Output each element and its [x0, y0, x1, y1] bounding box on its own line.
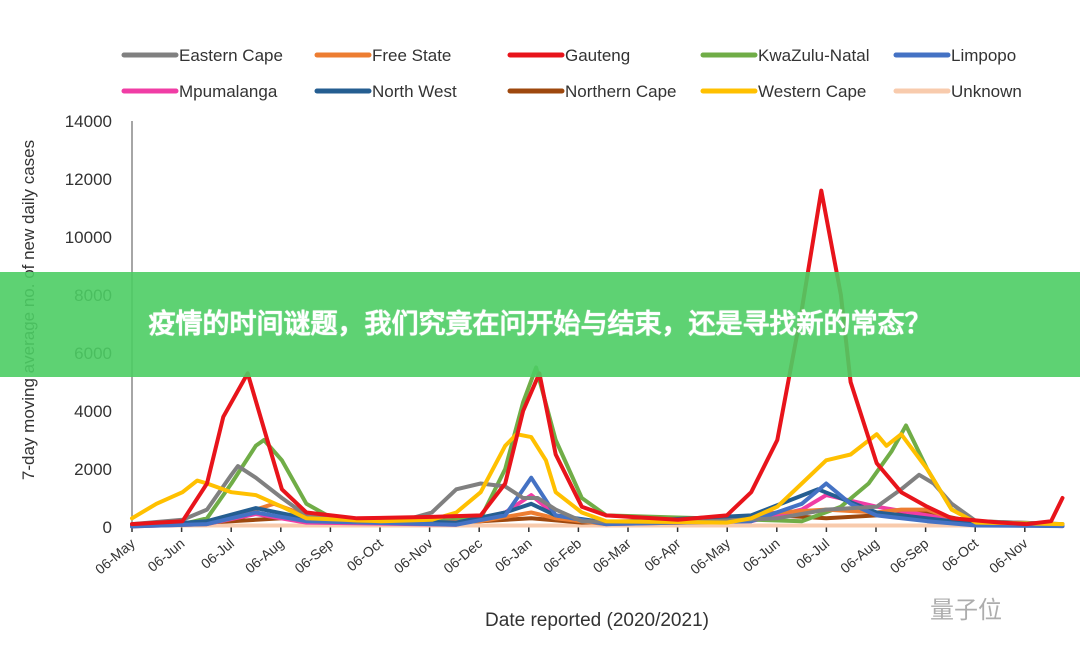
x-tick-label: 06-Aug: [837, 535, 882, 576]
y-tick-label: 2000: [74, 460, 112, 479]
x-tick-label: 06-Apr: [641, 535, 684, 574]
y-tick-label: 14000: [65, 112, 112, 131]
series-line-limpopo: [130, 475, 1065, 529]
series-line-kwazulu-natal: [130, 365, 1065, 528]
series-line-gauteng: [130, 188, 1065, 527]
x-tick-label: 06-Oct: [343, 535, 386, 574]
x-tick-label: 06-Mar: [590, 535, 635, 576]
x-tick-label: 06-May: [687, 535, 733, 577]
y-tick-label: 0: [103, 518, 112, 537]
x-tick-label: 06-Nov: [391, 535, 436, 576]
watermark-logo: 量子位: [930, 596, 1002, 624]
x-tick-label: 06-Sep: [291, 535, 336, 576]
x-tick-label: 06-Dec: [440, 535, 485, 576]
legend-label: Free State: [372, 46, 451, 65]
x-tick-label: 06-Aug: [242, 535, 287, 576]
x-tick-label: 06-Nov: [986, 535, 1031, 576]
legend-label: Western Cape: [758, 82, 866, 101]
x-tick-label: 06-Sep: [887, 535, 932, 576]
series-line-western-cape: [130, 432, 1065, 527]
series-line-eastern-cape: [130, 464, 1065, 527]
y-tick-label: 4000: [74, 402, 112, 421]
banner-title: 疫情的时间谜题，我们究竟在问开始与结束，还是寻找新的常态？: [148, 308, 932, 340]
x-tick-label: 06-Jul: [198, 535, 238, 572]
x-tick-label: 06-Jul: [793, 535, 833, 572]
legend-label: KwaZulu-Natal: [758, 46, 870, 65]
legend-label: Limpopo: [951, 46, 1016, 65]
x-axis-label: Date reported (2020/2021): [485, 610, 709, 631]
x-tick-label: 06-Oct: [939, 535, 982, 574]
x-tick-label: 06-Jun: [144, 535, 187, 575]
y-tick-label: 12000: [65, 170, 112, 189]
x-tick-label: 06-Jun: [740, 535, 783, 575]
legend-label: Eastern Cape: [179, 46, 283, 65]
legend-label: Unknown: [951, 82, 1022, 101]
legend-label: North West: [372, 82, 457, 101]
legend-label: Northern Cape: [565, 82, 677, 101]
title-banner: 疫情的时间谜题，我们究竟在问开始与结束，还是寻找新的常态？: [0, 272, 1080, 377]
x-tick-label: 06-Jan: [492, 535, 535, 575]
x-tick-label: 06-Feb: [540, 535, 584, 576]
legend-label: Mpumalanga: [179, 82, 278, 101]
y-tick-label: 10000: [65, 228, 112, 247]
x-tick-label: 06-May: [92, 535, 138, 577]
legend-label: Gauteng: [565, 46, 630, 65]
